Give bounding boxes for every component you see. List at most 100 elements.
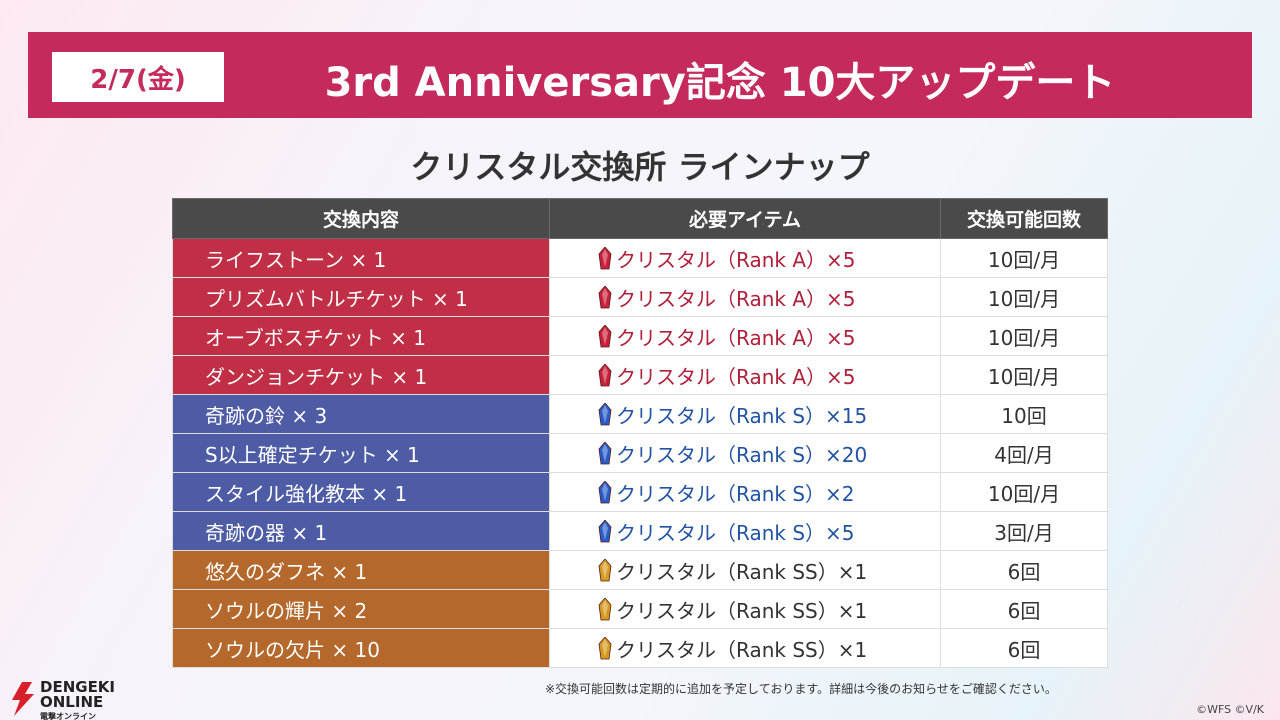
table-row: 奇跡の器 × 1 クリスタル（Rank S）×5 3回/月 bbox=[172, 511, 1108, 551]
cell-text: スタイル強化教本 × 1 bbox=[205, 481, 408, 506]
table-cell: 4回/月 bbox=[940, 433, 1108, 473]
cell-text: 10回/月 bbox=[987, 364, 1061, 389]
cell-text: クリスタル（Rank A）×5 bbox=[616, 286, 856, 311]
crystal-icon bbox=[598, 285, 612, 308]
cell-text: クリスタル（Rank SS）×1 bbox=[616, 598, 868, 623]
cell-text: 10回/月 bbox=[987, 286, 1061, 311]
table-cell: クリスタル（Rank S）×5 bbox=[549, 511, 941, 551]
table-cell: ソウルの輝片 × 2 bbox=[172, 589, 550, 629]
table-cell: 悠久のダフネ × 1 bbox=[172, 550, 550, 590]
table-cell: 6回 bbox=[940, 589, 1108, 629]
logo-mark bbox=[12, 682, 34, 716]
logo-text: DENGEKI bbox=[40, 678, 116, 696]
crystal-icon bbox=[598, 597, 612, 620]
table-cell: クリスタル（Rank S）×20 bbox=[549, 433, 941, 473]
crystal-icon bbox=[598, 636, 612, 659]
cell-text: 6回 bbox=[1007, 637, 1041, 662]
table-row: スタイル強化教本 × 1 クリスタル（Rank S）×2 10回/月 bbox=[172, 472, 1108, 512]
table-cell: 10回/月 bbox=[940, 472, 1108, 512]
table-row: プリズムバトルチケット × 1 クリスタル（Rank A）×5 10回/月 bbox=[172, 277, 1108, 317]
table-row: ライフストーン × 1 クリスタル（Rank A）×5 10回/月 bbox=[172, 238, 1108, 278]
cell-text: プリズムバトルチケット × 1 bbox=[205, 286, 468, 311]
table-cell: クリスタル（Rank SS）×1 bbox=[549, 589, 941, 629]
cell-text: 悠久のダフネ × 1 bbox=[205, 559, 368, 584]
table-cell: スタイル強化教本 × 1 bbox=[172, 472, 550, 512]
table-cell: クリスタル（Rank A）×5 bbox=[549, 277, 941, 317]
cell-text: 6回 bbox=[1007, 598, 1041, 623]
cell-text: ライフストーン × 1 bbox=[205, 247, 387, 272]
table-cell: 3回/月 bbox=[940, 511, 1108, 551]
cell-text: クリスタル（Rank S）×5 bbox=[616, 520, 855, 545]
crystal-icon bbox=[598, 441, 612, 464]
cell-text: S以上確定チケット × 1 bbox=[205, 442, 420, 467]
cell-text: オーブボスチケット × 1 bbox=[205, 325, 426, 350]
table-cell: クリスタル（Rank S）×2 bbox=[549, 472, 941, 512]
table-cell: 10回 bbox=[940, 394, 1108, 434]
table-row: ソウルの欠片 × 10 クリスタル（Rank SS）×1 6回 bbox=[172, 628, 1108, 668]
table-cell: ライフストーン × 1 bbox=[172, 238, 550, 278]
cell-text: クリスタル（Rank S）×15 bbox=[616, 403, 868, 428]
cell-text: ソウルの輝片 × 2 bbox=[205, 598, 368, 623]
cell-text: クリスタル（Rank A）×5 bbox=[616, 325, 856, 350]
cell-text: クリスタル（Rank SS）×1 bbox=[616, 559, 868, 584]
table-row: ダンジョンチケット × 1 クリスタル（Rank A）×5 10回/月 bbox=[172, 355, 1108, 395]
table-cell: 奇跡の鈴 × 3 bbox=[172, 394, 550, 434]
crystal-icon bbox=[598, 363, 612, 386]
crystal-icon bbox=[598, 558, 612, 581]
table-cell: 6回 bbox=[940, 550, 1108, 590]
table-cell: 奇跡の器 × 1 bbox=[172, 511, 550, 551]
crystal-icon bbox=[598, 402, 612, 425]
cell-text: 10回/月 bbox=[987, 325, 1061, 350]
column-header: 交換可能回数 bbox=[940, 198, 1108, 239]
table-cell: 10回/月 bbox=[940, 355, 1108, 395]
table-cell: 10回/月 bbox=[940, 238, 1108, 278]
table-cell: クリスタル（Rank SS）×1 bbox=[549, 628, 941, 668]
table-cell: ダンジョンチケット × 1 bbox=[172, 355, 550, 395]
cell-text: 10回 bbox=[1001, 403, 1047, 428]
table-cell: プリズムバトルチケット × 1 bbox=[172, 277, 550, 317]
crystal-icon bbox=[598, 324, 612, 347]
column-header: 必要アイテム bbox=[549, 198, 941, 239]
table-cell: 10回/月 bbox=[940, 277, 1108, 317]
footnote: ※交換可能回数は定期的に追加を予定しております。詳細は今後のお知らせをご確認くだ… bbox=[545, 682, 1057, 696]
cell-text: クリスタル（Rank A）×5 bbox=[616, 247, 856, 272]
cell-text: 10回/月 bbox=[987, 481, 1061, 506]
header-band bbox=[28, 32, 1252, 118]
cell-text: 3回/月 bbox=[994, 520, 1054, 545]
subtitle: クリスタル交換所 ラインナップ bbox=[410, 148, 870, 186]
date-badge: 2/7(金) bbox=[52, 52, 224, 102]
table-cell: ソウルの欠片 × 10 bbox=[172, 628, 550, 668]
copyright: ©WFS ©V/K bbox=[1196, 703, 1264, 716]
header-title: 3rd Anniversary記念 10大アップデート bbox=[324, 60, 1116, 106]
table-row: S以上確定チケット × 1 クリスタル（Rank S）×20 4回/月 bbox=[172, 433, 1108, 473]
crystal-icon bbox=[598, 246, 612, 269]
crystal-icon bbox=[598, 480, 612, 503]
logo-kana: 電撃オンライン bbox=[40, 712, 96, 720]
table-cell: クリスタル（Rank S）×15 bbox=[549, 394, 941, 434]
cell-text: 10回/月 bbox=[987, 247, 1061, 272]
cell-text: 4回/月 bbox=[994, 442, 1054, 467]
cell-text: 奇跡の鈴 × 3 bbox=[205, 403, 328, 428]
table-row: 悠久のダフネ × 1 クリスタル（Rank SS）×1 6回 bbox=[172, 550, 1108, 590]
table-cell: オーブボスチケット × 1 bbox=[172, 316, 550, 356]
cell-text: クリスタル（Rank SS）×1 bbox=[616, 637, 868, 662]
table-cell: クリスタル（Rank A）×5 bbox=[549, 316, 941, 356]
cell-text: クリスタル（Rank S）×2 bbox=[616, 481, 855, 506]
cell-text: クリスタル（Rank A）×5 bbox=[616, 364, 856, 389]
cell-text: 6回 bbox=[1007, 559, 1041, 584]
logo-text: ONLINE bbox=[40, 693, 104, 711]
cell-text: 奇跡の器 × 1 bbox=[205, 520, 328, 545]
table-cell: S以上確定チケット × 1 bbox=[172, 433, 550, 473]
table-cell: クリスタル（Rank A）×5 bbox=[549, 355, 941, 395]
exchange-table: 交換内容 必要アイテム 交換可能回数 ライフストーン × 1 クリスタル（Rank… bbox=[172, 198, 1108, 668]
table-cell: クリスタル（Rank A）×5 bbox=[549, 238, 941, 278]
cell-text: ソウルの欠片 × 10 bbox=[205, 637, 380, 662]
header-row: 交換内容 必要アイテム 交換可能回数 bbox=[172, 198, 1108, 239]
cell-text: クリスタル（Rank S）×20 bbox=[616, 442, 868, 467]
table-row: ソウルの輝片 × 2 クリスタル（Rank SS）×1 6回 bbox=[172, 589, 1108, 629]
table-row: 奇跡の鈴 × 3 クリスタル（Rank S）×15 10回 bbox=[172, 394, 1108, 434]
table-cell: 10回/月 bbox=[940, 316, 1108, 356]
table-row: オーブボスチケット × 1 クリスタル（Rank A）×5 10回/月 bbox=[172, 316, 1108, 356]
table-cell: クリスタル（Rank SS）×1 bbox=[549, 550, 941, 590]
